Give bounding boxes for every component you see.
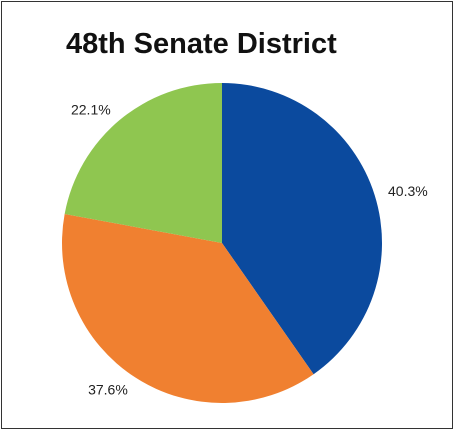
pie-slice-1 [222,83,382,375]
pie-slice-label-2: 37.6% [88,381,128,397]
pie-slice-label-3: 22.1% [71,101,111,117]
pie-slice-2 [62,214,314,403]
chart-title: 48th Senate District [66,28,337,60]
pie-slice-3 [64,83,223,243]
pie-slice-label-1: 40.3% [388,183,428,199]
